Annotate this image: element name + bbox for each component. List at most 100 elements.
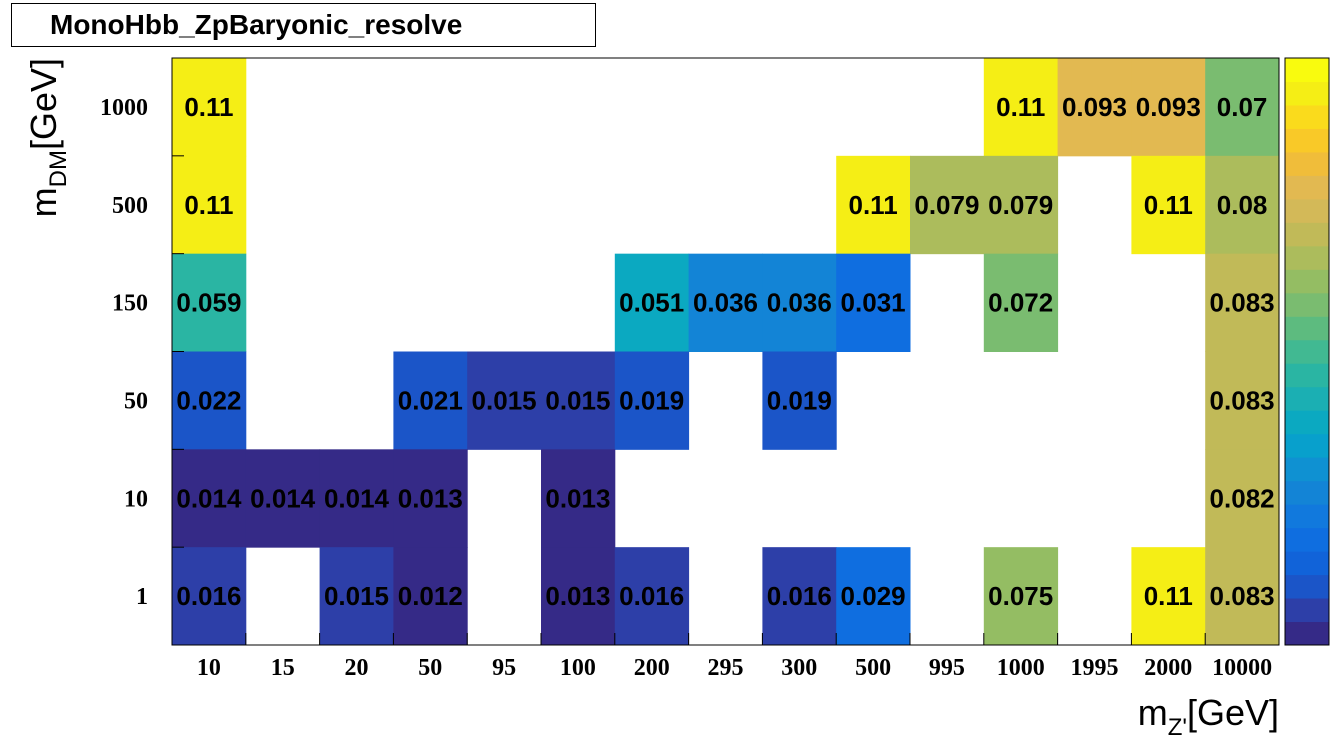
cell-value-label: 0.11 <box>184 92 233 122</box>
heatmap-cell <box>172 351 247 450</box>
ticks-layer: 10 15 20 50 95 100 200 295 300 500 995 1000 1995 2000… <box>100 95 1272 681</box>
y-tick-label: 10 <box>124 486 148 512</box>
heatmap-cell <box>245 449 321 548</box>
y-axis-title: mDM[GeV] <box>23 58 72 217</box>
palette-swatch <box>1285 175 1329 200</box>
cell-value-label: 0.051 <box>619 288 684 318</box>
palette-swatch <box>1285 598 1329 623</box>
heatmap-cell <box>836 253 911 352</box>
cell-value-label: 0.029 <box>841 581 906 611</box>
heatmap-cell <box>1205 155 1280 255</box>
palette-swatch <box>1285 104 1329 129</box>
cell-value-label: 0.013 <box>545 581 610 611</box>
x-tick-label: 500 <box>855 655 891 681</box>
palette-swatch <box>1285 222 1329 247</box>
heatmap-cell <box>172 449 247 548</box>
cell-value-label: 0.014 <box>250 483 316 513</box>
x-tick-label: 295 <box>708 655 744 681</box>
palette-swatch <box>1285 363 1329 388</box>
y-tick-label: 1000 <box>100 95 148 121</box>
x-tick-label: 50 <box>418 655 442 681</box>
palette-swatch <box>1285 433 1329 458</box>
cell-value-label: 0.031 <box>841 288 906 318</box>
palette-swatch <box>1285 574 1329 599</box>
heatmap-cell <box>393 449 468 548</box>
palette-swatch <box>1285 457 1329 482</box>
y-tick-label: 50 <box>124 388 148 414</box>
heatmap-cell <box>541 351 616 450</box>
heatmap-cell <box>762 547 837 646</box>
palette-swatch <box>1285 480 1329 505</box>
palette-swatch <box>1285 151 1329 176</box>
heatmap-cell <box>762 351 837 450</box>
x-tick-label: 995 <box>929 655 965 681</box>
cell-value-label: 0.036 <box>767 288 832 318</box>
heatmap-cell <box>1205 351 1280 450</box>
palette-swatch <box>1285 504 1329 529</box>
heatmap-cell <box>614 253 690 352</box>
cell-value-label: 0.013 <box>545 483 610 513</box>
heatmap-cell <box>983 58 1059 157</box>
heatmap-cell <box>983 547 1059 646</box>
heatmap-cell <box>172 253 247 352</box>
heatmap-cell <box>1205 547 1280 646</box>
cell-value-label: 0.11 <box>184 190 233 220</box>
x-axis-title-unit: [GeV] <box>1187 692 1279 733</box>
labels-layer: 0.11 0.11 0.093 0.093 0.07 0.11 0.11 0.079 0.079… <box>176 92 1274 611</box>
x-axis-title-sub: Z' <box>1168 714 1187 741</box>
cell-value-label: 0.075 <box>988 581 1053 611</box>
heatmap-cell <box>910 155 985 255</box>
y-axis-title-main: m <box>23 187 64 217</box>
cell-value-label: 0.016 <box>176 581 241 611</box>
cell-value-label: 0.11 <box>1144 581 1193 611</box>
cell-value-label: 0.019 <box>619 385 684 415</box>
cell-value-label: 0.014 <box>176 483 242 513</box>
heatmap-cell <box>541 449 616 548</box>
cell-value-label: 0.083 <box>1210 385 1275 415</box>
x-tick-label: 2000 <box>1144 655 1192 681</box>
cell-value-label: 0.082 <box>1210 483 1275 513</box>
heatmap-cell <box>1131 155 1206 255</box>
x-tick-label: 10 <box>197 655 221 681</box>
heatmap-cell <box>393 351 468 450</box>
x-tick-label: 300 <box>781 655 817 681</box>
heatmap-cell <box>467 351 542 450</box>
heatmap-cell <box>762 253 837 352</box>
cell-value-label: 0.014 <box>324 483 390 513</box>
heatmap-cell <box>614 547 690 646</box>
palette-swatch <box>1285 128 1329 153</box>
y-tick-label: 500 <box>112 193 148 219</box>
palette-frame <box>1284 57 1330 646</box>
x-axis-title: mZ'[GeV] <box>1138 692 1279 741</box>
x-axis-title-main: m <box>1138 692 1168 733</box>
x-tick-label: 200 <box>634 655 670 681</box>
heatmap-cell <box>614 351 690 450</box>
cell-value-label: 0.022 <box>176 385 241 415</box>
heatmap-cell <box>1131 58 1206 157</box>
x-tick-label: 15 <box>271 655 295 681</box>
heatmap-cell <box>541 547 616 646</box>
y-axis-title-unit: [GeV] <box>23 58 64 150</box>
heatmap-cell <box>1205 58 1280 157</box>
heatmap-cell <box>319 547 394 646</box>
x-tick-label: 10000 <box>1212 655 1272 681</box>
cell-value-label: 0.019 <box>767 385 832 415</box>
heatmap-cell <box>1205 253 1280 352</box>
cell-value-label: 0.036 <box>693 288 758 318</box>
cell-value-label: 0.079 <box>914 190 979 220</box>
cell-value-label: 0.012 <box>398 581 463 611</box>
x-tick-label: 20 <box>345 655 369 681</box>
heatmap-cell <box>1057 58 1132 157</box>
palette-swatch <box>1285 386 1329 411</box>
palette-swatch <box>1285 81 1329 106</box>
chart-title: MonoHbb_ZpBaryonic_resolve <box>11 3 596 47</box>
heatmap-cell <box>319 449 394 548</box>
x-tick-label: 95 <box>492 655 516 681</box>
heatmap-cell <box>688 253 763 352</box>
cell-value-label: 0.093 <box>1062 92 1127 122</box>
heatmap-cell <box>172 58 247 157</box>
cell-value-label: 0.11 <box>1144 190 1193 220</box>
heatmap-cell <box>836 547 911 646</box>
palette-swatch <box>1285 316 1329 341</box>
cell-value-label: 0.083 <box>1210 288 1275 318</box>
